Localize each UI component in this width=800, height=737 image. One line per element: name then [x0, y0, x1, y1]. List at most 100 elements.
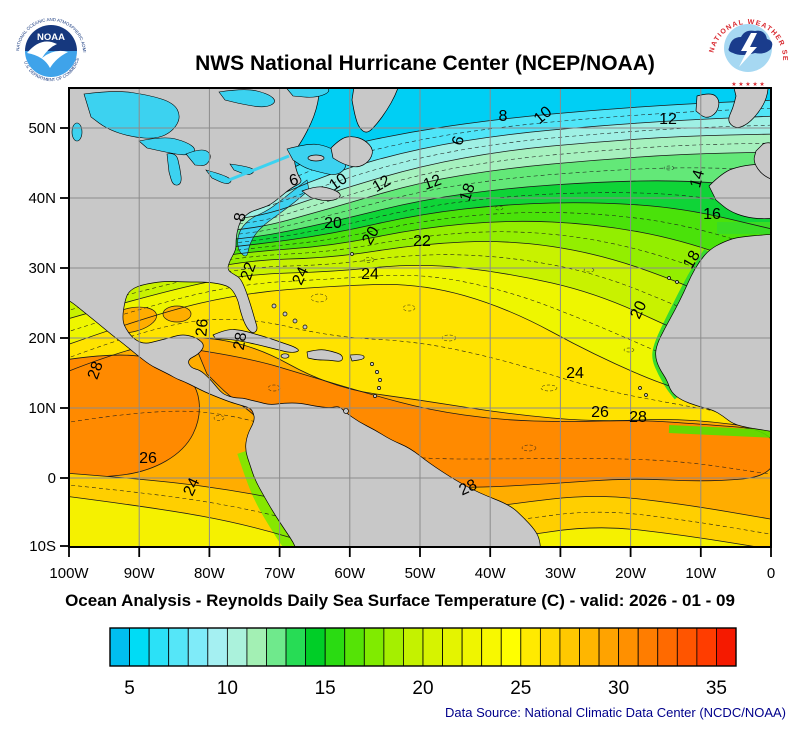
lake — [285, 88, 330, 98]
colorbar-frame — [109, 627, 737, 667]
island-dot — [644, 393, 648, 397]
colorbar-cell — [207, 627, 228, 667]
landmass-greenland — [351, 88, 399, 133]
contour-squiggle — [540, 384, 558, 392]
contour-label: 8 — [231, 211, 249, 223]
island — [307, 154, 325, 162]
colorbar-tick-label: 20 — [412, 678, 433, 699]
contour-label: 24 — [361, 266, 379, 283]
contour-label: 14 — [687, 168, 708, 190]
nws-lightning-icon — [739, 33, 757, 67]
colorbar-cell — [618, 627, 639, 667]
contour-line — [69, 283, 771, 413]
contour-label: 20 — [359, 224, 383, 248]
landmass-britain — [728, 88, 769, 128]
colorbar-cell — [657, 627, 678, 667]
x-tick-label: 0 — [767, 565, 775, 582]
gulf-warm-patch — [162, 305, 192, 323]
y-tick-label: 40N — [28, 190, 56, 207]
x-tick-label: 40W — [475, 565, 507, 582]
island-dot — [638, 386, 642, 390]
colorbar-tick-label: 15 — [315, 678, 336, 699]
colorbar-cell — [148, 627, 170, 667]
colorbar-cell — [266, 627, 287, 667]
island — [349, 354, 365, 362]
colorbar-cell — [383, 627, 404, 667]
colorbar-cell — [696, 627, 717, 667]
colorbar-cell — [226, 627, 248, 667]
colorbar-cell — [442, 627, 463, 667]
island-dot — [675, 280, 679, 284]
colorbar-cell — [481, 627, 502, 667]
contour-label: 24 — [180, 475, 203, 498]
contour-line-dashed — [69, 142, 771, 227]
contour-label: 24 — [289, 264, 312, 287]
landmass-ireland — [695, 93, 720, 118]
contour-line-dashed — [69, 192, 771, 260]
contour-label: 8 — [499, 108, 508, 125]
colorbar-cell — [285, 627, 307, 667]
island-dot — [271, 303, 277, 309]
colorbar-cell — [305, 627, 326, 667]
contour-label: 12 — [370, 172, 394, 196]
colorbar-cell — [129, 627, 150, 667]
lake — [218, 89, 275, 108]
noaa-logo: NATIONAL OCEANIC AND ATMOSPHERIC ADMINIS… — [8, 6, 88, 88]
colorbar-cell — [500, 627, 522, 667]
colorbar-cell — [324, 627, 346, 667]
colorbar-tick-label: 35 — [706, 678, 727, 699]
island-dot — [667, 276, 671, 280]
contour-label: 6 — [287, 171, 300, 190]
y-tick-label: 30N — [28, 260, 56, 277]
map-axes: 100W 90W 80W 70W 60W 50W 40W 30W 20W 10W 0 50N 40N 30… — [28, 120, 775, 582]
colorbar-cell — [539, 627, 561, 667]
contour-squiggle — [494, 205, 504, 211]
colorbar-tick-label: 10 — [217, 678, 238, 699]
contour-squiggle — [521, 444, 537, 452]
page-title: NWS National Hurricane Center (NCEP/NOAA… — [195, 52, 655, 75]
lake — [185, 149, 211, 166]
island-dot — [378, 378, 382, 382]
colorbar-cell — [579, 627, 600, 667]
map-caption: Ocean Analysis - Reynolds Daily Sea Surf… — [65, 591, 735, 610]
colorbar: 5 10 15 20 25 30 35 — [109, 627, 737, 699]
sst-band-south-24 — [69, 496, 758, 547]
colorbar-cell — [676, 627, 698, 667]
x-tick-label: 20W — [615, 565, 647, 582]
contour-line-dashed — [69, 124, 771, 215]
contour-squiggle — [402, 304, 416, 312]
st-lawrence-river — [228, 154, 290, 182]
contour-label: 28 — [231, 331, 251, 352]
island — [280, 353, 290, 359]
contour-squiggle — [623, 347, 635, 353]
y-tick-label: 20N — [28, 330, 56, 347]
contour-label: 24 — [566, 365, 584, 382]
contour-label: 6 — [449, 134, 468, 147]
lake — [138, 137, 195, 156]
x-tick-label: 90W — [124, 565, 156, 582]
island — [212, 329, 299, 353]
island-dot — [370, 362, 374, 366]
contour-label: 20 — [324, 215, 342, 232]
contour-label: 12 — [421, 172, 444, 194]
x-tick-label: 10W — [685, 565, 717, 582]
island — [301, 186, 341, 201]
y-tick-label: 10S — [29, 538, 56, 555]
y-tick-label: 10N — [28, 400, 56, 417]
x-tick-label: 60W — [334, 565, 366, 582]
colorbar-cell — [598, 627, 620, 667]
island-dot — [375, 370, 379, 374]
colorbar-tick-label: 5 — [124, 678, 135, 699]
colorbar-cell — [716, 627, 737, 667]
noaa-logo-text: NOAA — [37, 32, 65, 43]
colorbar-cell — [422, 627, 443, 667]
island-dot — [302, 324, 308, 330]
contour-label: 26 — [591, 404, 609, 421]
contour-squiggle — [213, 415, 225, 421]
contour-line-dashed — [69, 319, 771, 421]
contour-label: 22 — [413, 233, 431, 250]
contour-squiggle — [310, 293, 328, 303]
contour-label: 12 — [659, 111, 677, 128]
